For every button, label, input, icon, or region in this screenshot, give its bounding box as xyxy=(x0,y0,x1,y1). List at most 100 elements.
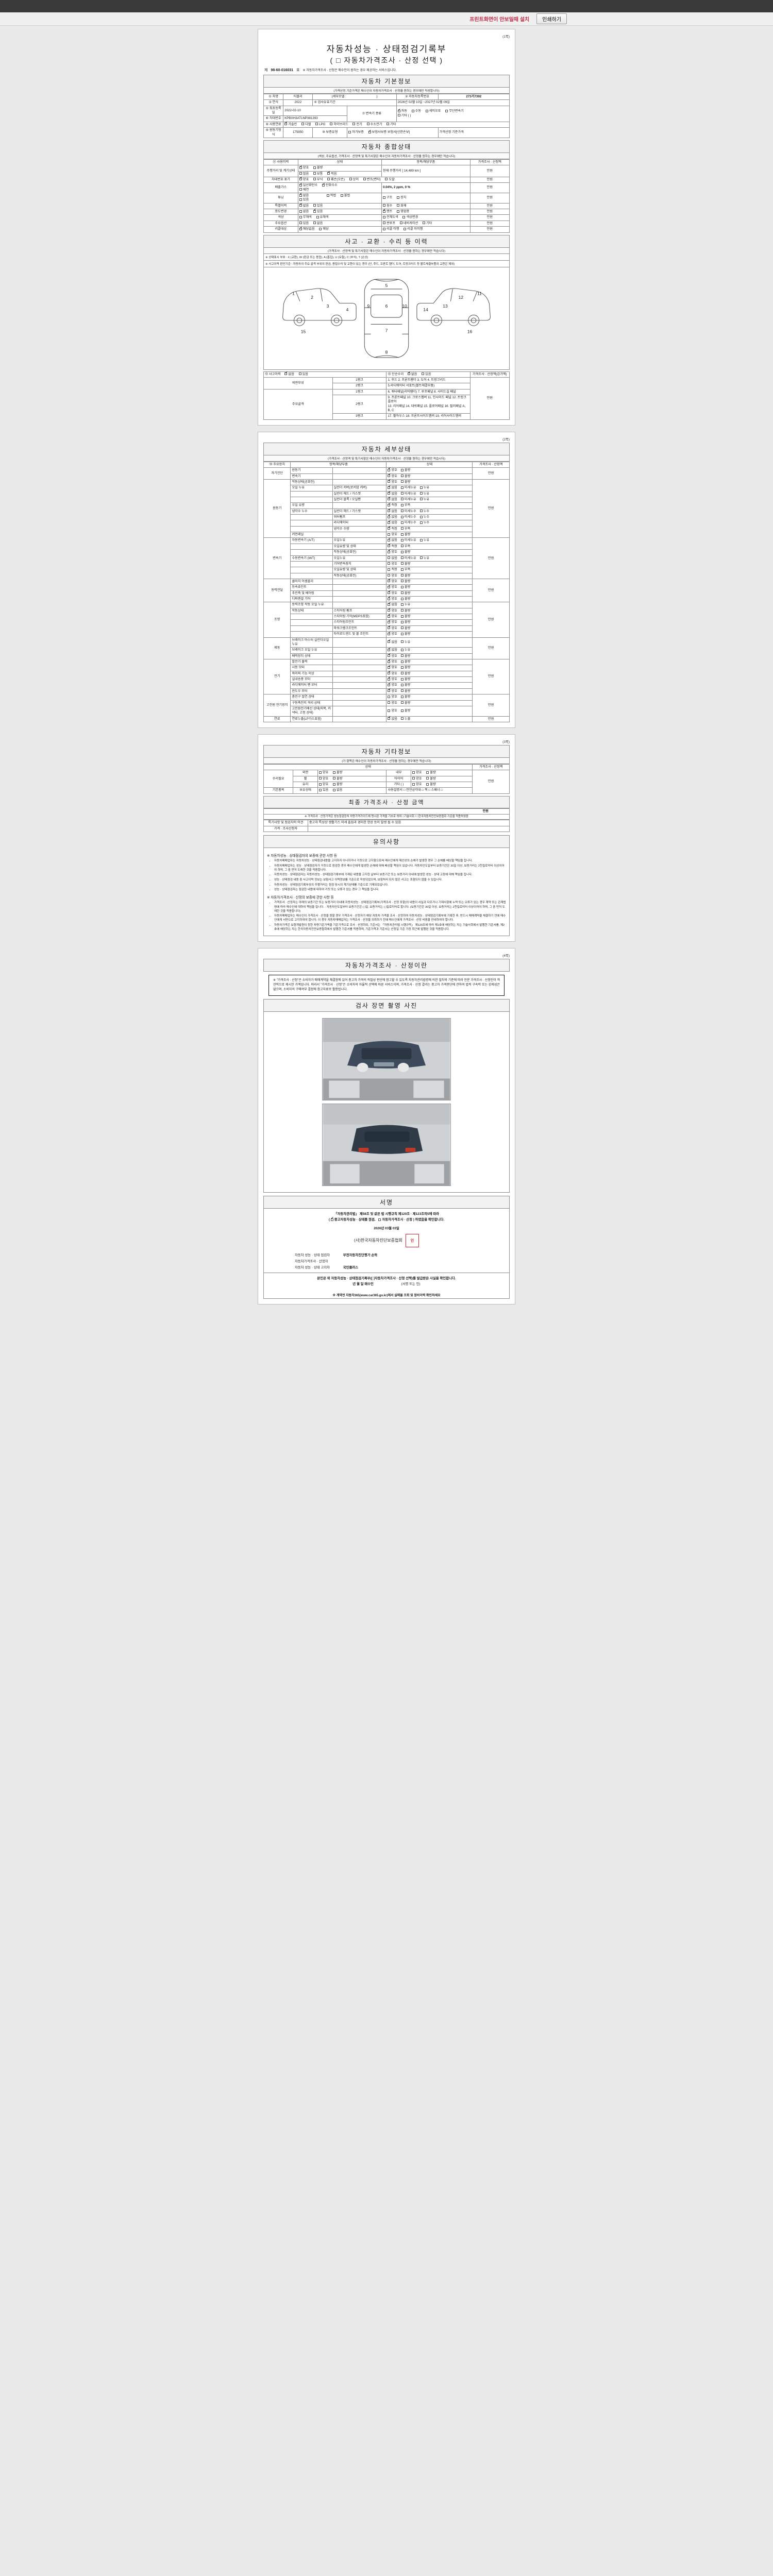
usechange-part-rent[interactable]: 렌트 xyxy=(382,209,392,214)
state-option[interactable]: 불량 xyxy=(400,474,410,479)
checkbox-icon[interactable] xyxy=(419,538,423,541)
color-opt-chromatic[interactable]: 유채색 xyxy=(316,215,329,219)
checkbox-icon[interactable] xyxy=(388,701,391,704)
trans-opt-manual[interactable]: 수동 xyxy=(411,109,421,113)
state-option[interactable]: 불량 xyxy=(400,660,410,664)
etc-r1-bad[interactable]: 불량 xyxy=(333,771,342,775)
checkbox-icon[interactable] xyxy=(400,591,404,595)
options-part-nav[interactable]: 네비게이션 xyxy=(399,222,418,226)
options-opt-yes[interactable]: 있음 xyxy=(299,222,309,226)
fuel-opt-hydrogen[interactable]: 수소전기 xyxy=(366,123,382,127)
checkbox-icon[interactable] xyxy=(388,585,391,588)
options-part-sunroof[interactable]: 썬루프 xyxy=(382,222,395,226)
checkbox-icon[interactable] xyxy=(388,632,391,635)
state-option[interactable]: 누유 xyxy=(419,556,429,561)
checkbox-icon[interactable] xyxy=(400,640,404,643)
state-option[interactable]: 누유 xyxy=(419,538,429,543)
fuel-opt-lpg[interactable]: LPG xyxy=(315,123,325,127)
vin-opt-good[interactable]: 양호 xyxy=(299,177,309,182)
color-opt-achromatic[interactable]: 무채색 xyxy=(299,215,312,219)
checkbox-icon[interactable] xyxy=(400,527,404,530)
checkbox-icon[interactable] xyxy=(400,480,404,483)
recall-opt-applicable[interactable]: 해당 xyxy=(319,227,329,231)
state-option[interactable]: 누유 xyxy=(400,603,410,607)
state-option[interactable]: 불량 xyxy=(400,591,410,596)
checkbox-icon[interactable] xyxy=(400,660,404,663)
fuel-opt-electric[interactable]: 전기 xyxy=(352,123,362,127)
checkbox-icon[interactable] xyxy=(388,695,391,698)
state-option[interactable]: 미세누수 xyxy=(400,521,416,525)
checkbox-icon[interactable] xyxy=(419,510,423,513)
state-option[interactable]: 미세누수 xyxy=(400,510,416,514)
etc-r2-good[interactable]: 양호 xyxy=(318,777,328,781)
trans-opt-auto[interactable]: 자동 xyxy=(397,109,407,113)
state-option[interactable]: 누수 xyxy=(419,521,429,525)
state-option[interactable]: 양호 xyxy=(388,625,397,631)
checkbox-icon[interactable] xyxy=(400,666,404,669)
emission-opt-hc[interactable]: 탄화수소 xyxy=(322,183,338,188)
checkbox-icon[interactable] xyxy=(400,580,404,583)
checkbox-icon[interactable] xyxy=(400,609,404,612)
checkbox-icon[interactable] xyxy=(400,709,404,712)
state-option[interactable]: 양호 xyxy=(388,659,397,664)
checkbox-icon[interactable] xyxy=(419,498,423,501)
vin-opt-corrosion[interactable]: 부식 xyxy=(313,178,323,182)
checkbox-icon[interactable] xyxy=(388,676,391,681)
mileage-opt-normal[interactable]: 보통 xyxy=(313,172,323,176)
state-option[interactable]: 불량 xyxy=(400,620,410,624)
state-option[interactable]: 불량 xyxy=(400,701,410,705)
state-option[interactable]: 불량 xyxy=(400,672,410,676)
color-part-changed[interactable]: 색상변경 xyxy=(402,215,418,219)
state-option[interactable]: 불량 xyxy=(400,585,410,589)
trans-opt-semiauto[interactable]: 세미오토 xyxy=(425,109,441,113)
checkbox-icon[interactable] xyxy=(388,485,391,489)
tuning-opt-legal[interactable]: 적법 xyxy=(326,194,336,198)
emission-opt-co[interactable]: 일산화탄소 xyxy=(299,183,317,188)
options-part-other[interactable]: 기타 xyxy=(422,222,432,226)
special-opt-none[interactable]: 없음 xyxy=(299,203,309,208)
law-check-performance[interactable] xyxy=(330,1217,334,1221)
checkbox-icon[interactable] xyxy=(400,615,404,618)
checkbox-icon[interactable] xyxy=(388,653,391,657)
checkbox-icon[interactable] xyxy=(388,479,391,483)
checkbox-icon[interactable] xyxy=(400,683,404,686)
state-option[interactable]: 불량 xyxy=(400,626,410,631)
state-option[interactable]: 미세누수 xyxy=(400,515,416,519)
checkbox-icon[interactable] xyxy=(388,608,391,612)
tuning-part-structure[interactable]: 구조 xyxy=(382,196,392,200)
etc-r1b-good[interactable]: 양호 xyxy=(412,771,422,775)
mileage-opt-few[interactable]: 적음 xyxy=(327,171,337,176)
state-option[interactable]: 적정 xyxy=(388,568,397,572)
q13-opt-none[interactable]: 없음 xyxy=(407,371,417,377)
checkbox-icon[interactable] xyxy=(400,474,404,477)
state-option[interactable]: 미세누유 xyxy=(400,498,416,502)
state-option[interactable]: 양호 xyxy=(388,665,397,670)
checkbox-icon[interactable] xyxy=(400,545,404,548)
state-option[interactable]: 불량 xyxy=(400,550,410,554)
state-option[interactable]: 불량 xyxy=(400,574,410,578)
tuning-opt-none[interactable]: 없음 xyxy=(299,193,309,198)
usechange-opt-none[interactable]: 없음 xyxy=(299,210,309,214)
checkbox-icon[interactable] xyxy=(400,603,404,606)
checkbox-icon[interactable] xyxy=(388,716,391,720)
checkbox-icon[interactable] xyxy=(400,717,404,720)
checkbox-icon[interactable] xyxy=(400,632,404,635)
state-option[interactable]: 양호 xyxy=(388,688,397,693)
state-option[interactable]: 부족 xyxy=(400,568,410,572)
state-option[interactable]: 양호 xyxy=(388,579,397,584)
checkbox-icon[interactable] xyxy=(388,533,391,536)
checkbox-icon[interactable] xyxy=(388,503,391,506)
checkbox-icon[interactable] xyxy=(400,503,404,506)
state-option[interactable]: 양호 xyxy=(388,701,397,705)
checkbox-icon[interactable] xyxy=(419,515,423,518)
special-part-fire[interactable]: 화재 xyxy=(397,204,406,208)
checkbox-icon[interactable] xyxy=(400,568,404,571)
q13-opt-yes[interactable]: 있음 xyxy=(422,372,431,377)
state-option[interactable]: 미세누유 xyxy=(400,492,416,496)
etc-r1-good[interactable]: 양호 xyxy=(318,771,328,775)
checkbox-icon[interactable] xyxy=(400,486,404,489)
checkbox-icon[interactable] xyxy=(388,709,391,712)
state-option[interactable]: 불량 xyxy=(400,533,410,537)
state-option[interactable]: 불량 xyxy=(400,580,410,584)
checkbox-icon[interactable] xyxy=(419,521,423,524)
